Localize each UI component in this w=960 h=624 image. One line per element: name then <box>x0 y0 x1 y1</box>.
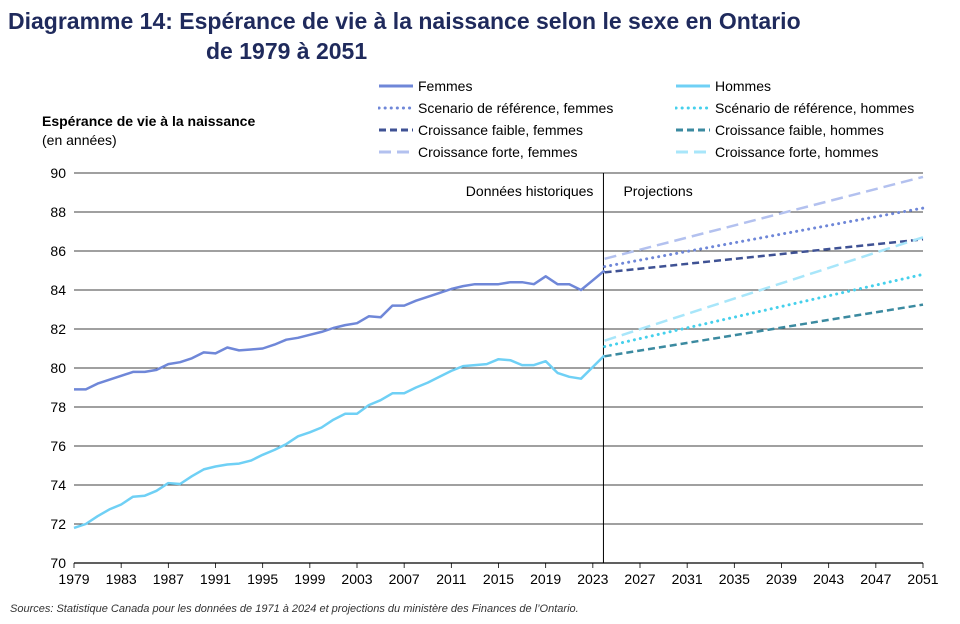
legend-swatch <box>676 84 710 88</box>
y-tick-label: 82 <box>50 321 66 337</box>
x-tick-label: 2047 <box>860 571 891 587</box>
legend-label: Croissance forte, femmes <box>418 144 578 160</box>
legend-label: Hommes <box>715 78 772 94</box>
x-tick-label: 2051 <box>907 571 938 587</box>
x-tick-label: 1987 <box>153 571 184 587</box>
series-line-6 <box>604 303 924 358</box>
x-tick-label: 2031 <box>672 571 703 587</box>
y-axis-label: Espérance de vie à la naissance (en anné… <box>42 112 255 150</box>
x-tick-label: 1999 <box>294 571 325 587</box>
x-tick-label: 2019 <box>530 571 561 587</box>
x-tick-label: 2007 <box>389 571 420 587</box>
source-note: Sources: Statistique Canada pour les don… <box>10 603 579 615</box>
legend-label: Croissance forte, hommes <box>715 144 879 160</box>
y-tick-label: 88 <box>50 204 66 220</box>
y-tick-label: 76 <box>50 438 66 454</box>
legend-swatch <box>379 150 413 154</box>
x-tick-label: 1979 <box>58 571 89 587</box>
series-line-2 <box>603 206 925 269</box>
series-line-7 <box>604 236 924 342</box>
chart-title-line-2: de 1979 à 2051 <box>206 38 368 64</box>
region-label-historical: Données historiques <box>466 183 594 199</box>
legend-label: Croissance faible, hommes <box>715 122 884 138</box>
legend-swatch <box>676 128 710 132</box>
y-tick-label: 86 <box>50 243 66 259</box>
legend-swatch <box>379 128 413 132</box>
x-tick-label: 2035 <box>719 571 750 587</box>
y-tick-label: 80 <box>50 360 66 376</box>
x-tick-label: 2027 <box>624 571 655 587</box>
y-tick-label: 78 <box>50 399 66 415</box>
y-tick-label: 74 <box>50 477 66 493</box>
series-line-1 <box>73 354 606 530</box>
legend-label: Scenario de référence, femmes <box>418 100 614 116</box>
series-line-3 <box>604 238 924 274</box>
y-axis-unit: (en années) <box>42 132 117 148</box>
legend-label: Croissance faible, femmes <box>418 122 583 138</box>
x-tick-label: 1983 <box>106 571 137 587</box>
region-label-projection: Projections <box>623 183 692 199</box>
series-line-4 <box>604 175 924 261</box>
series-line-0 <box>74 269 606 391</box>
y-tick-label: 72 <box>50 516 66 532</box>
x-tick-label: 2011 <box>436 571 466 587</box>
legend-swatch <box>675 106 711 110</box>
y-axis-title: Espérance de vie à la naissance <box>42 113 256 129</box>
legend-label: Scénario de référence, hommes <box>715 100 915 116</box>
y-tick-label: 70 <box>50 555 66 571</box>
y-tick-label: 84 <box>50 282 66 298</box>
legend-label: Femmes <box>418 78 473 94</box>
series-line-5 <box>603 272 925 349</box>
legend-swatch <box>379 84 413 88</box>
chart-title-line-1: Diagramme 14: Espérance de vie à la nais… <box>8 8 801 34</box>
x-tick-label: 2015 <box>483 571 514 587</box>
x-tick-label: 2043 <box>813 571 844 587</box>
legend-swatch <box>378 106 414 110</box>
x-tick-label: 2003 <box>341 571 372 587</box>
x-tick-label: 1991 <box>200 571 231 587</box>
x-tick-label: 1995 <box>247 571 278 587</box>
x-tick-label: 2023 <box>577 571 608 587</box>
x-tick-label: 2039 <box>766 571 797 587</box>
chart-title: Diagramme 14: Espérance de vie à la nais… <box>8 6 948 66</box>
y-tick-label: 90 <box>50 165 66 181</box>
legend-swatch <box>676 150 710 154</box>
